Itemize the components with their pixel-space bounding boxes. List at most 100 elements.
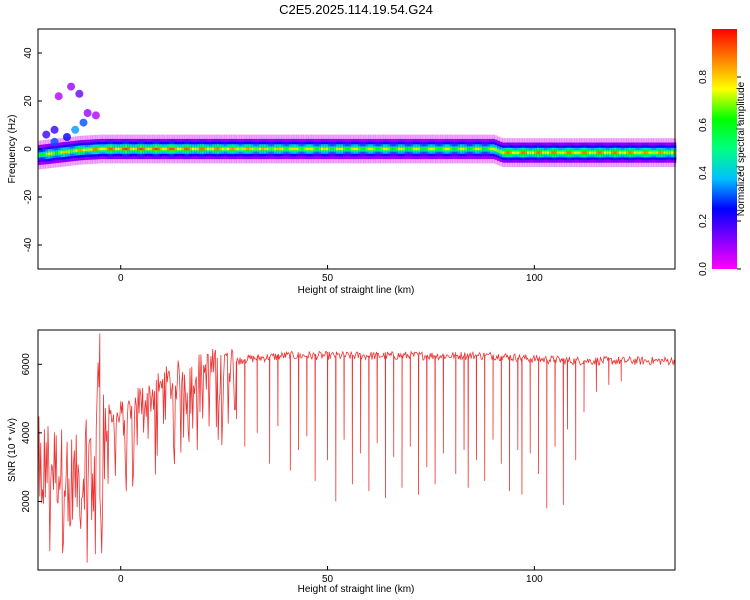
spectrogram-cell <box>149 147 153 151</box>
spectrogram-cell <box>445 147 448 151</box>
spectrogram-cell <box>57 151 61 154</box>
spectrogram-cell <box>164 147 168 151</box>
spectrogram-cell <box>410 147 414 151</box>
spectrogram-cell <box>591 151 595 154</box>
spectrogram-cell <box>665 151 669 154</box>
spectrogram-cell <box>338 147 342 151</box>
spectrogram-cell <box>616 151 620 154</box>
spectrogram-cell <box>541 151 545 154</box>
colorbar-tick-label: 0.4 <box>698 166 709 180</box>
spectrogram-cell <box>521 151 525 154</box>
spectrogram-cell <box>196 147 200 151</box>
spectrogram-blob <box>62 133 71 141</box>
colorbar-ticks: 0.0 0.2 0.4 0.6 0.8 <box>698 70 741 276</box>
spectrogram-cell <box>534 151 538 154</box>
spectrogram-cell <box>457 147 461 151</box>
spectrogram-cell <box>529 151 533 154</box>
spectrogram-cell <box>261 147 265 151</box>
spectrogram-cell <box>62 150 66 154</box>
spectrogram-cell <box>467 147 471 151</box>
spectrogram-cell <box>447 147 451 151</box>
spectrogram-cell <box>191 147 195 151</box>
spectrogram-cell <box>516 151 520 154</box>
spectrogram-cell <box>328 147 332 151</box>
spectrogram-cell <box>142 147 146 151</box>
snr-xlabel: Height of straight line (km) <box>298 584 415 595</box>
snr-plot-area <box>38 330 675 570</box>
spectrogram-cell <box>335 147 339 151</box>
spectrogram-cell <box>38 153 41 157</box>
spectrogram-cell <box>194 147 198 151</box>
spectrogram-cell <box>407 147 411 151</box>
spectrogram-cell <box>105 147 108 151</box>
spectrogram-cell <box>502 151 505 154</box>
spectrogram-blob <box>50 125 59 134</box>
spectrogram-cell <box>581 151 585 154</box>
spectrogram-cell <box>397 147 401 151</box>
spectrogram-cell <box>363 147 366 151</box>
spectrogram-cell <box>489 147 493 151</box>
spectrogram-xtick-label: 50 <box>322 273 334 284</box>
spectrogram-cell <box>353 147 357 151</box>
spectrogram-cell <box>333 147 337 151</box>
spectrogram-cell <box>387 147 391 151</box>
spectrogram-cell <box>641 151 644 154</box>
snr-xtick-label: 50 <box>322 574 334 585</box>
spectrogram-heatmap <box>38 82 677 170</box>
spectrogram-cell <box>422 147 426 151</box>
spectrogram-cell <box>318 147 322 151</box>
spectrogram-cell <box>653 151 657 154</box>
spectrogram-cell <box>355 147 359 151</box>
spectrogram-cell <box>378 147 381 151</box>
spectrogram-cell <box>544 151 548 154</box>
spectrogram-cell <box>162 147 165 151</box>
spectrogram-cell <box>524 151 528 154</box>
spectrogram-cell <box>181 147 185 151</box>
spectrogram-cell <box>216 147 220 151</box>
spectrogram-cell <box>623 151 627 154</box>
snr-panel: 0 50 100 6000 4000 2000 Height of straight li… <box>7 329 676 595</box>
spectrogram-cell <box>365 147 369 151</box>
spectrogram-cell <box>636 151 639 154</box>
spectrogram-cell <box>231 147 235 151</box>
spectrogram-cell <box>512 151 515 154</box>
spectrogram-blob <box>71 125 80 134</box>
spectrogram-cell <box>306 147 309 151</box>
spectrogram-cell <box>243 147 247 151</box>
spectrogram-cell <box>437 147 441 151</box>
spectrogram-cell <box>157 147 161 151</box>
spectrogram-cell <box>234 147 237 151</box>
spectrogram-cell <box>248 147 252 151</box>
spectrogram-cell <box>169 147 173 151</box>
spectrogram-cell <box>564 151 568 154</box>
spectrogram-cell <box>392 147 396 151</box>
spectrogram-cell <box>268 147 272 151</box>
spectrogram-cell <box>370 147 374 151</box>
spectrogram-cell <box>298 147 302 151</box>
spectrogram-panel: 0 50 100 40 20 0 -20 -40 Height of straight lin… <box>7 28 677 296</box>
spectrogram-cell <box>184 147 188 151</box>
spectrogram-xtick-label: 0 <box>118 273 124 284</box>
spectrogram-cell <box>360 147 364 151</box>
spectrogram-cell <box>176 147 180 151</box>
spectrogram-cell <box>206 147 210 151</box>
spectrogram-ytick-label: -40 <box>23 237 34 252</box>
spectrogram-cell <box>127 147 131 151</box>
spectrogram-cell <box>271 147 275 151</box>
spectrogram-cell <box>643 151 647 154</box>
spectrogram-cell <box>107 147 111 151</box>
spectrogram-cell <box>626 151 630 154</box>
spectrogram-cell <box>442 147 446 151</box>
spectrogram-cell <box>100 147 103 151</box>
spectrogram-cell <box>90 148 93 151</box>
spectrogram-cell <box>440 147 443 151</box>
spectrogram-cell <box>479 147 483 151</box>
spectrogram-cell <box>266 147 270 151</box>
spectrogram-cell <box>82 148 86 152</box>
spectrogram-cell <box>621 151 625 154</box>
spectrogram-cell <box>288 147 292 151</box>
snr-ylabel: SNR (10 * v/v) <box>7 418 18 482</box>
spectrogram-cell <box>477 147 481 151</box>
spectrogram-cell <box>45 152 49 156</box>
